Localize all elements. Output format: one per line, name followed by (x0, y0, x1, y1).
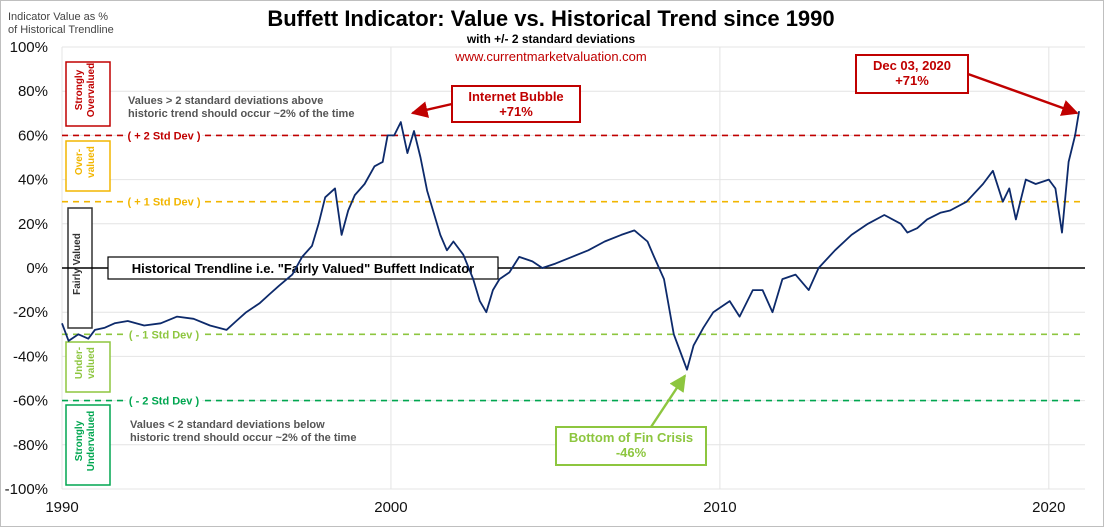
chart-subtitle: with +/- 2 standard deviations (466, 32, 636, 46)
y-tick-label: 40% (18, 172, 48, 189)
annotation-arrow (410, 101, 453, 118)
series-group (61, 110, 1080, 371)
annotation-label: -46% (616, 445, 647, 460)
std-dev-label-bg (126, 193, 202, 210)
annotation-label: Internet Bubble (468, 89, 563, 104)
y-tick-label: 20% (18, 216, 48, 233)
std-dev-label: ( + 1 Std Dev ) (127, 197, 200, 209)
std-dev-label-bg (126, 326, 202, 343)
valuation-band-box (65, 404, 111, 486)
annotation-label: Dec 03, 2020 (873, 58, 951, 73)
valuation-band-label: Strongly (74, 420, 85, 461)
y-tick-label: -20% (13, 304, 48, 321)
y-axis-ticks: 100% 80% 60% 40% 20% 0% -20% -40% -60% -80% -100% (5, 39, 48, 498)
annotation-box (855, 54, 969, 94)
std-dev-label-bg (126, 127, 202, 144)
x-tick-label: 1990 (45, 499, 78, 516)
valuation-band-label: Fairly Valued (72, 233, 83, 295)
std-dev-label: ( + 2 Std Dev ) (127, 130, 200, 142)
valuation-band-box (65, 61, 111, 127)
x-tick-label: 2020 (1032, 499, 1065, 516)
y-tick-label: 100% (10, 39, 48, 56)
range-notes: Values > 2 standard deviations abovehist… (128, 95, 356, 444)
x-tick-label: 2010 (703, 499, 736, 516)
y-tick-label: 60% (18, 127, 48, 144)
x-tick-label: 2000 (374, 499, 407, 516)
annotation-box (451, 85, 581, 123)
annotation-label: +71% (499, 104, 533, 119)
y-tick-label: -60% (13, 393, 48, 410)
std-dev-label: ( - 1 Std Dev ) (129, 329, 200, 341)
valuation-band-label: Overvalued (86, 63, 97, 117)
y-axis-label-line-2: of Historical Trendline (8, 24, 114, 36)
valuation-band-box (65, 140, 111, 192)
range-note-line: historic trend should occur ~2% of the t… (130, 432, 356, 444)
range-note-line: Values > 2 standard deviations above (128, 95, 323, 107)
x-axis-ticks: 1990 2000 2010 2020 (45, 499, 1065, 516)
chart-source: www.currentmarketvaluation.com (454, 49, 646, 64)
range-note-line: Values < 2 standard deviations below (130, 419, 325, 431)
valuation-band-label: Over- (74, 149, 85, 175)
series-line (61, 110, 1080, 371)
valuation-band-label: valued (86, 146, 97, 178)
std-dev-label-bg (126, 392, 202, 409)
y-tick-label: -40% (13, 348, 48, 365)
trendline-label: Historical Trendline i.e. "Fairly Valued… (132, 261, 474, 276)
chart-title: Buffett Indicator: Value vs. Historical … (267, 6, 834, 31)
annotation-arrow (967, 72, 1079, 116)
valuation-band-box (65, 341, 111, 393)
valuation-band-label: Undervalued (86, 411, 97, 472)
reference-lines: ( + 2 Std Dev ) ( + 1 Std Dev ) Historical… (62, 127, 1085, 409)
y-tick-label: -100% (5, 481, 48, 498)
annotation-box (555, 426, 707, 466)
valuation-band-label: Under- (74, 347, 85, 379)
valuation-band-label: valued (86, 347, 97, 379)
annotation-label: +71% (895, 73, 929, 88)
annotation-label: Bottom of Fin Crisis (569, 430, 693, 445)
y-tick-label: 0% (26, 260, 48, 277)
y-tick-label: 80% (18, 83, 48, 100)
valuation-band-label: Strongly (74, 69, 85, 110)
std-dev-label: ( - 2 Std Dev ) (129, 396, 200, 408)
y-axis-label-line-1: Indicator Value as % (8, 11, 108, 23)
y-tick-label: -80% (13, 437, 48, 454)
range-note-line: historic trend should occur ~2% of the t… (128, 108, 354, 120)
annotation-arrow (649, 374, 686, 428)
annotations: Internet Bubble+71%Dec 03, 2020+71%Botto… (410, 54, 1079, 466)
